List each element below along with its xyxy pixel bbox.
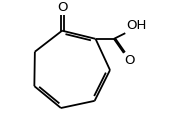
Text: OH: OH <box>126 19 146 32</box>
Text: O: O <box>57 1 67 14</box>
Text: O: O <box>125 54 135 67</box>
